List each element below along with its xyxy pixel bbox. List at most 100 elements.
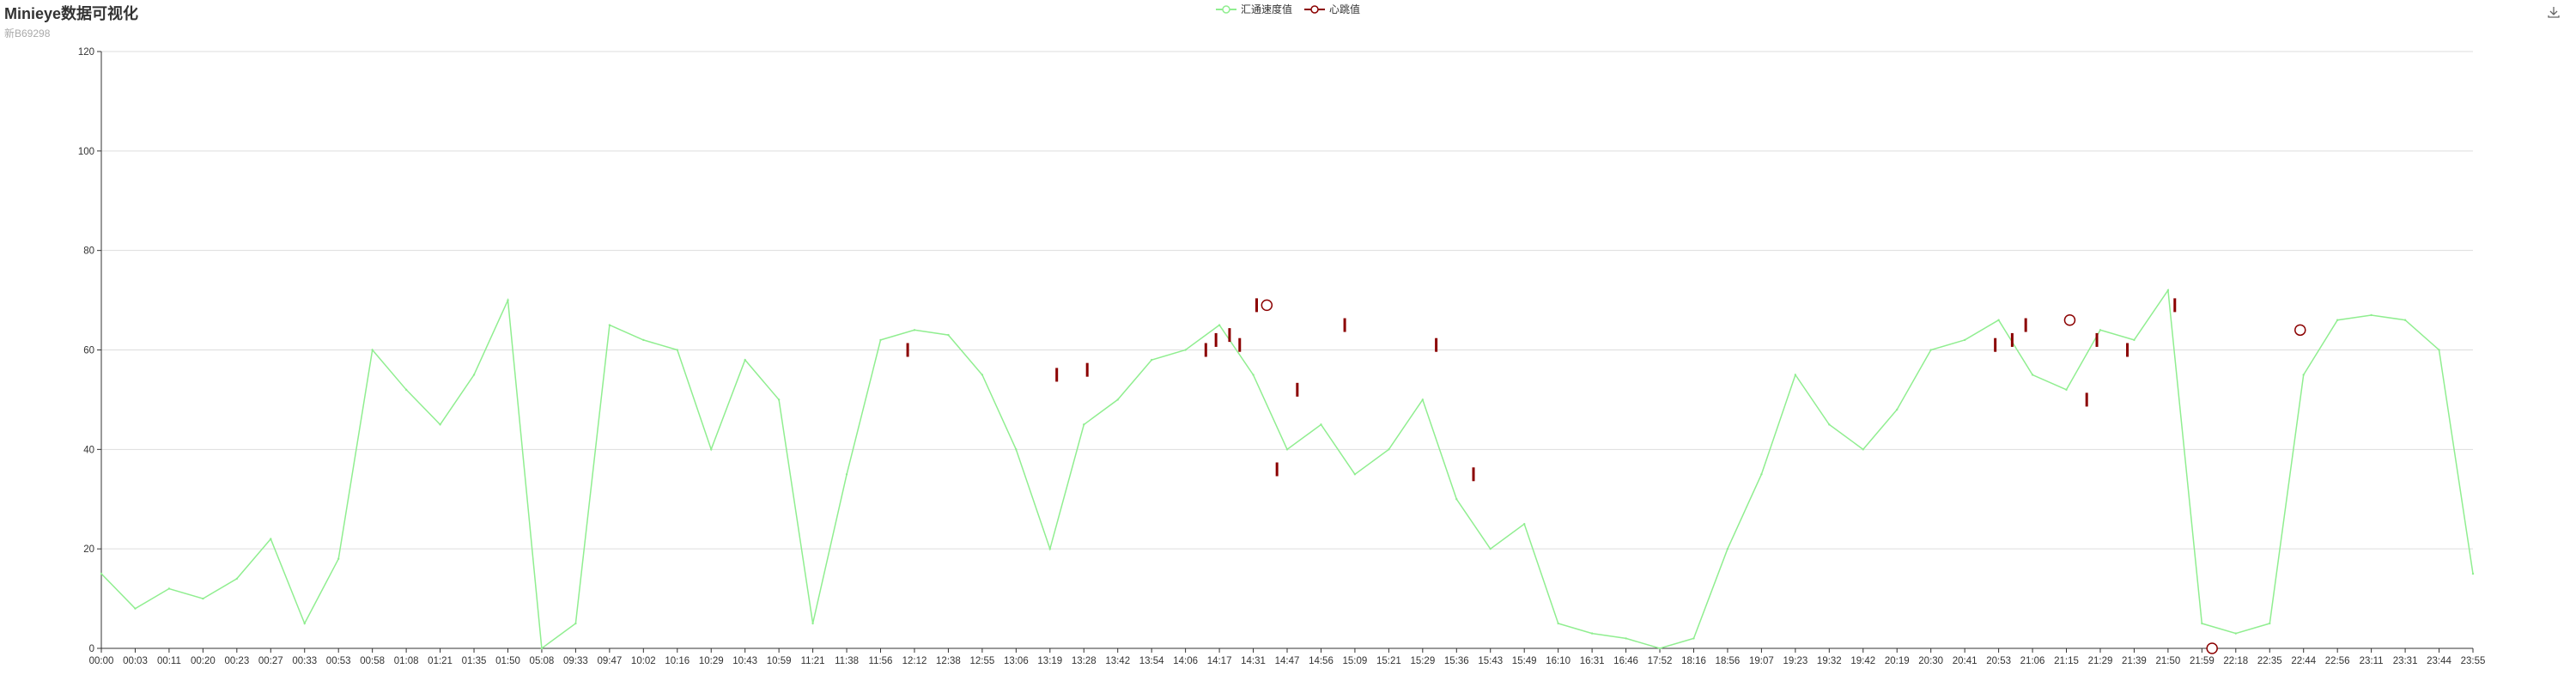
- speed-point: [879, 338, 882, 342]
- x-tick-label: 15:36: [1444, 656, 1469, 666]
- heartbeat-point: [1228, 328, 1231, 343]
- x-tick-label: 15:49: [1512, 656, 1537, 666]
- x-tick-label: 15:21: [1376, 656, 1401, 666]
- x-tick-label: 23:55: [2461, 656, 2486, 666]
- x-tick-label: 10:16: [665, 656, 690, 666]
- x-tick-label: 16:31: [1580, 656, 1605, 666]
- speed-point: [913, 329, 916, 331]
- speed-point: [1963, 338, 1966, 342]
- speed-point: [1862, 448, 1864, 451]
- x-tick-label: 00:11: [157, 656, 181, 666]
- axes: 0 20 40 60 80 100 120 00:00 00:03 00:11 00:20 00:23…: [78, 47, 2486, 666]
- speed-point: [235, 577, 239, 581]
- y-tick-label: 20: [83, 544, 94, 555]
- x-tick-label: 10:29: [699, 656, 724, 666]
- heartbeat-marker: [1261, 299, 1273, 312]
- download-icon[interactable]: [2547, 5, 2561, 19]
- speed-point: [134, 607, 137, 610]
- y-tick-label: 100: [78, 147, 94, 157]
- x-tick-label: 19:07: [1749, 656, 1774, 666]
- x-tick-label: 00:33: [292, 656, 317, 666]
- speed-point: [439, 423, 441, 426]
- y-tick-label: 0: [89, 644, 94, 654]
- x-tick-label: 21:50: [2155, 656, 2180, 666]
- y-tick-label: 60: [83, 346, 94, 356]
- x-tick-label: 17:52: [1648, 656, 1673, 666]
- heartbeat-point: [1275, 462, 1279, 477]
- y-tick-label: 80: [83, 246, 94, 257]
- speed-point: [2302, 374, 2305, 376]
- x-tick-label: 00:53: [326, 656, 351, 666]
- series-layer: [100, 288, 2475, 654]
- speed-point: [1523, 523, 1526, 526]
- legend-speed-symbol: [1215, 4, 1236, 14]
- x-tick-label: 13:54: [1139, 656, 1164, 666]
- x-tick-label: 12:38: [936, 656, 961, 666]
- speed-series-line: [100, 288, 2474, 650]
- legend-item-heartbeat[interactable]: 心跳值: [1304, 2, 1360, 16]
- speed-point: [2336, 319, 2339, 321]
- speed-point: [710, 448, 713, 451]
- speed-point: [574, 622, 577, 625]
- speed-point: [1150, 358, 1153, 362]
- x-tick-label: 01:35: [462, 656, 487, 666]
- x-tick-label: 22:56: [2325, 656, 2350, 666]
- x-tick-label: 20:30: [1918, 656, 1943, 666]
- speed-point: [1760, 473, 1763, 476]
- x-tick-label: 21:39: [2122, 656, 2147, 666]
- speed-point: [1083, 423, 1085, 426]
- legend-heartbeat-label: 心跳值: [1329, 3, 1361, 15]
- x-tick-label: 13:28: [1072, 656, 1097, 666]
- speed-point: [1625, 637, 1627, 640]
- x-tick-label: 10:43: [732, 656, 757, 666]
- heartbeat-point: [2173, 298, 2177, 313]
- speed-point: [100, 572, 103, 575]
- speed-point: [608, 324, 611, 326]
- heartbeat-point: [1994, 337, 1997, 352]
- speed-point: [2099, 329, 2102, 331]
- x-tick-label: 10:02: [631, 656, 656, 666]
- heartbeat-point: [1085, 362, 1089, 377]
- x-tick-label: 23:44: [2427, 656, 2451, 666]
- x-tick-label: 09:33: [563, 656, 588, 666]
- x-tick-label: 05:08: [530, 656, 555, 666]
- speed-point: [202, 597, 204, 600]
- x-tick-label: 01:08: [394, 656, 419, 666]
- speed-point: [1997, 319, 2000, 321]
- x-tick-label: 00:20: [191, 656, 216, 666]
- speed-point: [1896, 408, 1899, 411]
- speed-point: [1726, 547, 1729, 550]
- heartbeat-point: [1055, 368, 1059, 382]
- speed-point: [2201, 622, 2203, 625]
- speed-point: [303, 622, 306, 625]
- speed-point: [337, 557, 340, 560]
- heartbeat-point: [906, 343, 909, 357]
- x-tick-label: 09:47: [597, 656, 622, 666]
- x-tick-label: 21:15: [2054, 656, 2079, 666]
- heartbeat-point: [2095, 332, 2099, 347]
- x-tick-label: 14:17: [1207, 656, 1232, 666]
- x-tick-label: 23:31: [2393, 656, 2418, 666]
- heartbeat-point: [1255, 298, 1258, 313]
- heartbeat-marker: [2063, 314, 2076, 326]
- speed-point: [2403, 319, 2407, 321]
- speed-point: [1252, 374, 1255, 376]
- speed-point: [811, 622, 814, 625]
- speed-point: [1557, 622, 1559, 625]
- speed-point: [642, 338, 645, 342]
- chart-legend: 汇通速度值 心跳值: [0, 2, 2576, 16]
- heartbeat-point: [2024, 318, 2027, 332]
- speed-point: [1455, 498, 1458, 501]
- x-tick-label: 00:23: [224, 656, 249, 666]
- legend-item-speed[interactable]: 汇通速度值: [1215, 2, 1292, 16]
- speed-point: [676, 349, 678, 351]
- heartbeat-point: [1296, 382, 1299, 397]
- speed-point: [2065, 388, 2068, 392]
- heartbeat-point: [1343, 318, 1346, 332]
- x-tick-label: 10:59: [767, 656, 792, 666]
- speed-point: [1388, 448, 1390, 451]
- x-tick-label: 16:10: [1546, 656, 1571, 666]
- x-tick-label: 14:56: [1309, 656, 1334, 666]
- speed-point: [744, 358, 746, 362]
